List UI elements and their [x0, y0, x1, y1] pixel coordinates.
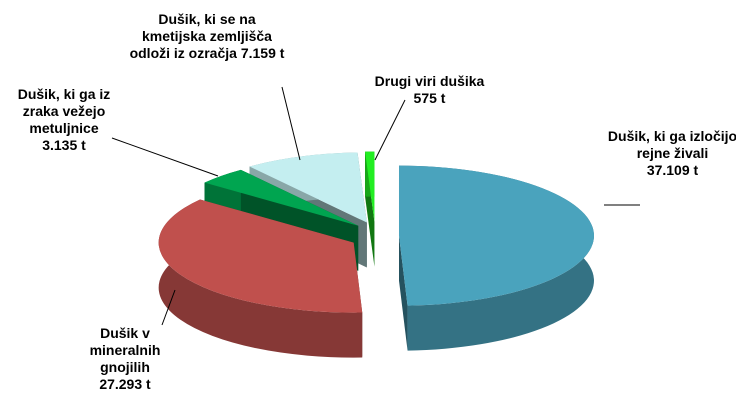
slice-label: Drugi viri dušika 575 t	[352, 73, 507, 107]
category-label: Dušik v mineralnih gnojilih	[89, 325, 161, 375]
leader-line	[111, 137, 219, 177]
slice-label: Dušik, ki ga izločijo rejne živali 37.10…	[605, 128, 736, 179]
slice-wall	[158, 199, 363, 358]
slice-top	[365, 151, 375, 222]
slice	[158, 199, 363, 358]
slice-top	[204, 169, 359, 226]
slice-label: Dušik, ki se na kmetijska zemljišča odlo…	[128, 11, 286, 62]
slice-label: Dušik, ki ga iz zraka vežejo metuljnice …	[0, 86, 128, 154]
value-label: 37.109 t	[646, 162, 699, 178]
value-label: 3.135 t	[42, 137, 86, 153]
slice-top	[249, 152, 367, 223]
leader-line	[161, 289, 176, 326]
category-label: Dušik, ki ga izločijo rejne živali	[607, 128, 736, 161]
leader-line	[374, 99, 406, 161]
slice	[365, 151, 375, 267]
slice-top	[158, 199, 363, 313]
slice	[398, 165, 594, 351]
slice-side	[398, 235, 408, 351]
value-label: 27.293 t	[99, 376, 151, 392]
value-label: 575 t	[413, 90, 446, 106]
category-label: Dušik, ki ga iz zraka vežejo metuljnice	[17, 86, 111, 136]
category-label: Dušik, ki se na kmetijska zemljišča odlo…	[129, 11, 272, 61]
category-label: Drugi viri dušika	[374, 73, 485, 89]
leader-line	[281, 86, 301, 161]
value-label: 7.159 t	[240, 45, 285, 61]
slice-top	[398, 165, 594, 306]
slice-label: Dušik v mineralnih gnojilih 27.293 t	[70, 325, 180, 393]
